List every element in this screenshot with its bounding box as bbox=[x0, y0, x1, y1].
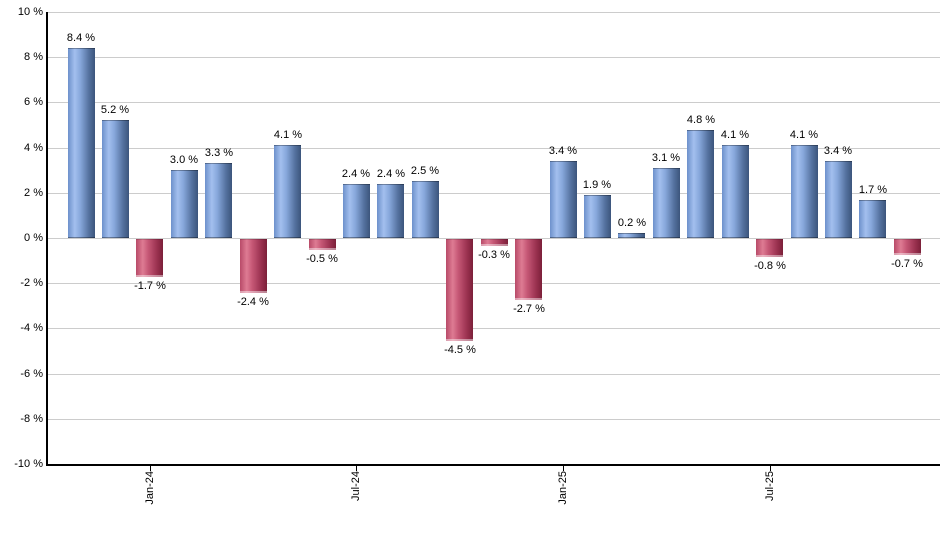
bar-value-label: 4.1 % bbox=[720, 129, 750, 141]
bar-value-label: 4.1 % bbox=[789, 129, 819, 141]
x-axis-tick bbox=[563, 464, 564, 471]
bar-value-label: -1.7 % bbox=[134, 280, 166, 292]
bar bbox=[515, 239, 542, 300]
bar bbox=[825, 161, 852, 238]
y-axis-tick-label: -8 % bbox=[20, 413, 43, 425]
bar-value-label: 1.9 % bbox=[582, 179, 612, 191]
bar-value-label: 2.4 % bbox=[341, 168, 371, 180]
bar-value-label: -4.5 % bbox=[444, 344, 476, 356]
y-axis-tick-label: 4 % bbox=[24, 142, 43, 154]
bar bbox=[446, 239, 473, 341]
y-axis-tick-label: 2 % bbox=[24, 187, 43, 199]
bar bbox=[687, 130, 714, 238]
gridline--4pct bbox=[48, 328, 940, 329]
y-axis-tick-label: -2 % bbox=[20, 277, 43, 289]
gridline-4pct bbox=[48, 148, 940, 149]
bar bbox=[584, 195, 611, 238]
bar bbox=[791, 145, 818, 238]
bar-value-label: 3.4 % bbox=[823, 145, 853, 157]
gridline-10pct bbox=[48, 12, 940, 13]
bar-value-label: 0.2 % bbox=[617, 217, 647, 229]
gridline-6pct bbox=[48, 102, 940, 103]
bar-value-label: 8.4 % bbox=[66, 32, 96, 44]
bar-value-label: -0.5 % bbox=[306, 253, 338, 265]
bar bbox=[481, 239, 508, 246]
bar bbox=[68, 48, 95, 238]
bar-value-label: -2.4 % bbox=[237, 296, 269, 308]
y-axis-tick-label: 6 % bbox=[24, 96, 43, 108]
gridline--6pct bbox=[48, 374, 940, 375]
bar bbox=[756, 239, 783, 257]
bar bbox=[136, 239, 163, 277]
bar bbox=[618, 233, 645, 238]
bar-value-label: 5.2 % bbox=[100, 104, 130, 116]
bar bbox=[171, 170, 198, 238]
y-axis-tick-label: -10 % bbox=[14, 458, 43, 470]
bar-value-label: 3.0 % bbox=[169, 154, 199, 166]
x-axis-tick-label: Jul-25 bbox=[764, 471, 776, 501]
bar bbox=[412, 181, 439, 238]
bar bbox=[859, 200, 886, 238]
bar bbox=[102, 120, 129, 238]
bar bbox=[894, 239, 921, 255]
bar-value-label: 1.7 % bbox=[858, 184, 888, 196]
y-axis-tick-label: -6 % bbox=[20, 368, 43, 380]
bar bbox=[653, 168, 680, 238]
bar bbox=[205, 163, 232, 238]
bar-value-label: 2.4 % bbox=[376, 168, 406, 180]
bar-value-label: 4.8 % bbox=[686, 114, 716, 126]
bar bbox=[274, 145, 301, 238]
bar bbox=[550, 161, 577, 238]
x-axis-tick-label: Jan-25 bbox=[557, 471, 569, 505]
bar bbox=[722, 145, 749, 238]
bar-value-label: 3.1 % bbox=[651, 152, 681, 164]
gridline--8pct bbox=[48, 419, 940, 420]
gridline-8pct bbox=[48, 57, 940, 58]
y-axis-tick-label: 10 % bbox=[17, 6, 43, 18]
y-axis-tick-label: 8 % bbox=[24, 51, 43, 63]
bar-value-label: -0.8 % bbox=[754, 260, 786, 272]
bar-value-label: 3.4 % bbox=[548, 145, 578, 157]
y-axis-tick-label: -4 % bbox=[20, 322, 43, 334]
bar-value-label: 2.5 % bbox=[410, 165, 440, 177]
gridline--2pct bbox=[48, 283, 940, 284]
y-axis-tick-label: 0 % bbox=[24, 232, 43, 244]
bar bbox=[377, 184, 404, 238]
x-axis-tick bbox=[770, 464, 771, 471]
y-axis-line bbox=[46, 12, 48, 466]
bar-value-label: 3.3 % bbox=[204, 147, 234, 159]
x-axis-tick bbox=[356, 464, 357, 471]
gridline-0pct bbox=[48, 238, 940, 239]
bar-value-label: -2.7 % bbox=[513, 303, 545, 315]
bar-value-label: -0.3 % bbox=[478, 249, 510, 261]
x-axis-tick-label: Jan-24 bbox=[144, 471, 156, 505]
x-axis-tick bbox=[150, 464, 151, 471]
gridline-2pct bbox=[48, 193, 940, 194]
bar-value-label: 4.1 % bbox=[273, 129, 303, 141]
bar bbox=[240, 239, 267, 293]
x-axis-line bbox=[46, 464, 940, 466]
bar bbox=[343, 184, 370, 238]
bar-value-label: -0.7 % bbox=[891, 258, 923, 270]
x-axis-tick-label: Jul-24 bbox=[350, 471, 362, 501]
bar bbox=[309, 239, 336, 250]
